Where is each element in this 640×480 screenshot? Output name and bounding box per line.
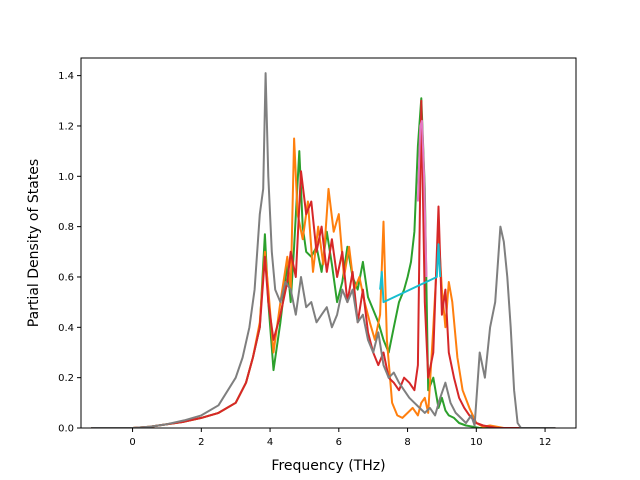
series-layer	[91, 72, 556, 428]
x-tick-label: 2	[198, 437, 204, 448]
x-tick-label: 8	[404, 437, 410, 448]
y-tick-label: 0.0	[58, 424, 74, 435]
y-tick-label: 0.8	[58, 222, 74, 233]
series-line-6	[379, 243, 442, 304]
y-tick-label: 0.2	[58, 373, 74, 384]
x-tick-label: 10	[470, 437, 483, 448]
x-tick-label: 4	[267, 437, 273, 448]
x-tick-label: 0	[129, 437, 135, 448]
y-tick-label: 0.6	[58, 272, 74, 283]
x-axis-label: Frequency (THz)	[271, 458, 385, 474]
y-tick-label: 1.2	[58, 121, 74, 132]
y-tick-label: 1.4	[58, 71, 74, 82]
series-line-5	[416, 119, 428, 278]
y-tick-label: 1.0	[58, 172, 74, 183]
y-tick-label: 0.4	[58, 323, 74, 334]
series-line-4	[91, 72, 556, 428]
x-tick-label: 6	[336, 437, 342, 448]
series-line-2	[91, 137, 556, 428]
plot-frame	[80, 57, 577, 429]
x-axis: 0 2 4 6 8 10 12	[129, 428, 551, 448]
x-tick-label: 12	[539, 437, 552, 448]
series-line-3	[91, 99, 556, 428]
y-axis-label: Partial Density of States	[26, 159, 42, 327]
y-axis: 0.0 0.2 0.4 0.6 0.8 1.0 1.2 1.4	[58, 71, 81, 435]
